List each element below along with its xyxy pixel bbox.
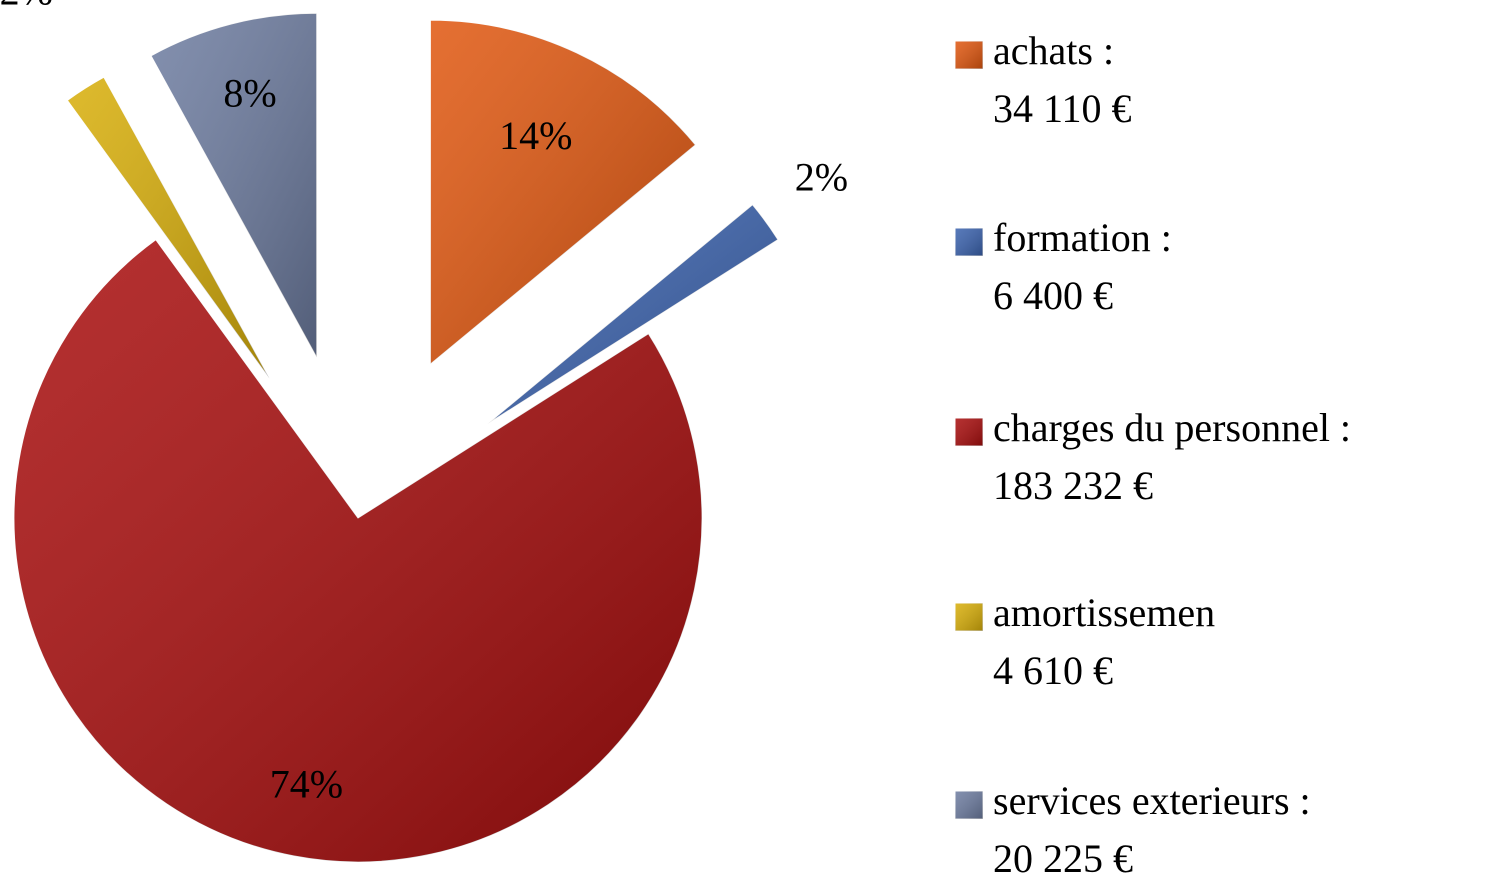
legend-label: charges du personnel : — [993, 405, 1351, 450]
slice-label: 2% — [0, 0, 53, 13]
legend-swatch-shade — [955, 228, 983, 256]
legend-amount: 20 225 € — [993, 836, 1133, 881]
legend-label: achats : — [993, 28, 1114, 73]
legend-amount: 6 400 € — [993, 273, 1113, 318]
legend-swatch-shade — [955, 41, 983, 69]
slice-shade — [150, 13, 317, 358]
slice-label: 74% — [270, 761, 343, 806]
legend-swatch-shade — [955, 603, 983, 631]
legend-label: services exterieurs : — [993, 778, 1311, 823]
slice-shade — [13, 239, 702, 863]
slice-label: 2% — [795, 154, 848, 199]
slice-shade — [430, 20, 696, 365]
slice-label: 14% — [499, 113, 572, 158]
slice-shade — [487, 204, 778, 424]
slice-shade — [67, 77, 270, 379]
legend-amount: 183 232 € — [993, 463, 1153, 508]
legend-amount: 34 110 € — [993, 86, 1132, 131]
legend-swatch-shade — [955, 418, 983, 446]
legend-label: amortissemen — [993, 590, 1215, 635]
slice-label: 8% — [223, 70, 276, 115]
legend-swatch-shade — [955, 791, 983, 819]
legend-amount: 4 610 € — [993, 648, 1113, 693]
legend-label: formation : — [993, 215, 1172, 260]
